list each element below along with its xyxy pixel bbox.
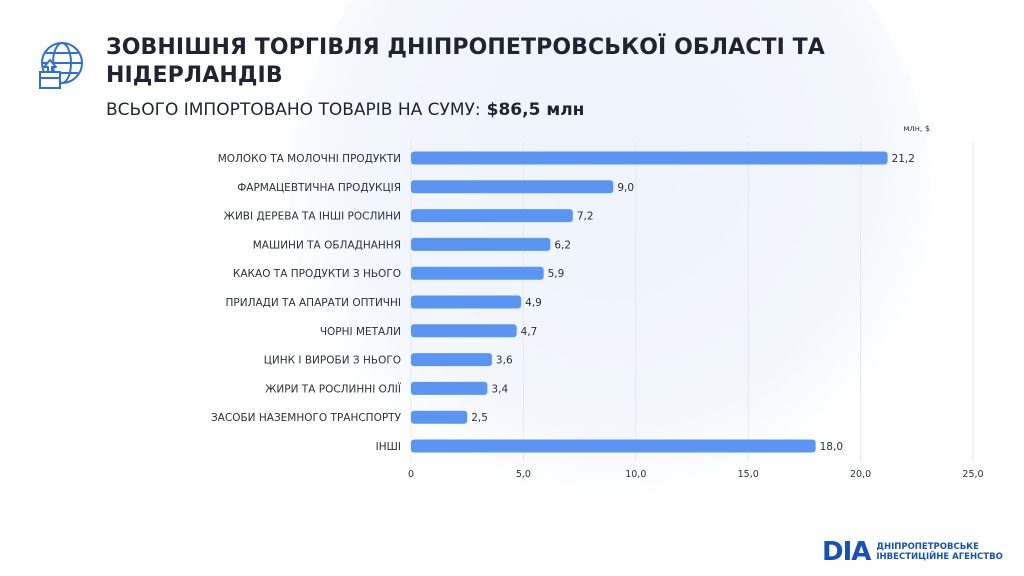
unit-label: млн, $ (903, 124, 930, 133)
page-title: ЗОВНІШНЯ ТОРГІВЛЯ ДНІПРОПЕТРОВСЬКОЇ ОБЛА… (106, 35, 825, 88)
bar (411, 209, 573, 223)
data-label: 3,6 (496, 355, 513, 367)
x-tick-label: 25,0 (962, 469, 983, 480)
bar (411, 180, 614, 194)
category-label: ІНШІ (376, 441, 401, 453)
category-label: ЧОРНІ МЕТАЛИ (320, 326, 401, 338)
data-label: 7,2 (577, 211, 594, 223)
logo-text: ДНІПРОПЕТРОВСЬКЕ ІНВЕСТИЦІЙНЕ АГЕНСТВО (876, 542, 1002, 562)
x-tick-label: 10,0 (625, 469, 646, 480)
bar (411, 410, 468, 424)
bar (411, 439, 816, 453)
category-label: ФАРМАЦЕВТИЧНА ПРОДУКЦІЯ (237, 182, 401, 194)
data-label: 21,2 (892, 153, 915, 165)
data-label: 6,2 (554, 239, 571, 251)
dia-logo: DIA ДНІПРОПЕТРОВСЬКЕ ІНВЕСТИЦІЙНЕ АГЕНСТ… (822, 536, 1003, 568)
background-blob (290, 0, 930, 510)
data-label: 2,5 (471, 412, 488, 424)
category-label: ЖИВІ ДЕРЕВА ТА ІНШІ РОСЛИНИ (224, 211, 401, 223)
bar (411, 353, 492, 367)
x-tick-label: 5,0 (516, 469, 531, 480)
x-tick-label: 20,0 (850, 469, 871, 480)
subtitle: ВСЬОГО ІМПОРТОВАНО ТОВАРІВ НА СУМУ: $86,5… (106, 100, 584, 120)
logo-line-1: ДНІПРОПЕТРОВСЬКЕ (876, 542, 979, 552)
category-label: ЗАСОБИ НАЗЕМНОГО ТРАНСПОРТУ (211, 412, 402, 424)
bar (411, 237, 551, 251)
x-tick-label: 15,0 (738, 469, 759, 480)
bar (411, 381, 488, 395)
globe-box-icon (34, 38, 90, 94)
subtitle-total-value: $86,5 млн (486, 100, 585, 120)
subtitle-label: ВСЬОГО ІМПОРТОВАНО ТОВАРІВ НА СУМУ: (106, 100, 481, 120)
data-label: 4,7 (521, 326, 538, 338)
bar (411, 266, 544, 280)
data-label: 18,0 (820, 441, 843, 453)
bar (411, 151, 888, 165)
category-label: МАШИНИ ТА ОБЛАДНАННЯ (253, 239, 401, 251)
logo-line-2: ІНВЕСТИЦІЙНЕ АГЕНСТВО (876, 552, 1003, 562)
x-tick-label: 0 (408, 469, 414, 480)
data-label: 4,9 (525, 297, 542, 309)
bar (411, 295, 522, 309)
category-label: ЦИНК І ВИРОБИ З НЬОГО (264, 355, 401, 367)
logo-mark: DIA (822, 537, 871, 567)
data-label: 3,4 (491, 383, 508, 395)
bar (411, 324, 517, 338)
data-label: 9,0 (617, 182, 634, 194)
category-label: ПРИЛАДИ ТА АПАРАТИ ОПТИЧНІ (226, 297, 402, 309)
data-label: 5,9 (548, 268, 565, 280)
category-label: ЖИРИ ТА РОСЛИННІ ОЛІЇ (265, 382, 402, 395)
category-label: КАКАО ТА ПРОДУКТИ З НЬОГО (233, 268, 401, 280)
category-label: МОЛОКО ТА МОЛОЧНІ ПРОДУКТИ (218, 153, 401, 165)
